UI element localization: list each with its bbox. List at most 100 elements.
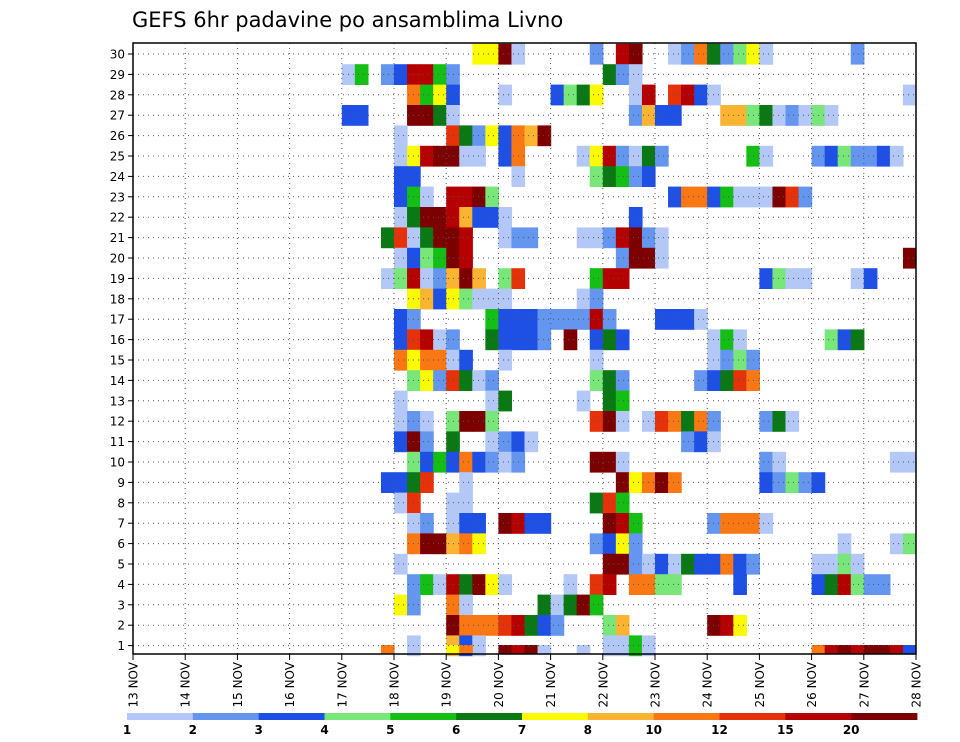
cell-member-30 [720, 43, 734, 65]
cell-member-11 [707, 431, 721, 453]
cell-member-6 [420, 533, 434, 555]
cell-member-26 [459, 125, 473, 147]
cell-member-29 [394, 64, 408, 85]
cell-member-9 [615, 472, 630, 493]
cell-member-29 [628, 64, 643, 85]
cell-member-16 [707, 329, 721, 351]
cell-member-25 [850, 145, 865, 167]
x-axis-ticks: 13 NOV 14 NOV 15 NOV 16 NOV 17 NOV 18 NOV 19 N… [127, 654, 924, 708]
cell-member-30 [498, 43, 513, 65]
cell-member-10 [889, 451, 904, 473]
cell-member-30 [681, 43, 695, 65]
cell-member-14 [433, 370, 447, 391]
cell-member-9 [655, 472, 669, 493]
cell-member-9 [772, 472, 787, 493]
cell-member-25 [655, 145, 669, 167]
cell-member-14 [694, 370, 708, 391]
cell-member-17 [537, 309, 552, 330]
cell-member-6 [472, 533, 486, 555]
cell-member-8 [589, 492, 604, 514]
legend-label: 6 [452, 723, 460, 737]
cell-member-21 [380, 227, 395, 249]
bottom-strip-cell [498, 645, 513, 654]
cell-member-19 [863, 268, 878, 289]
cell-member-16 [394, 329, 408, 351]
cell-member-24 [394, 166, 408, 187]
cell-member-27 [655, 105, 669, 126]
cell-member-19 [759, 268, 774, 289]
cell-member-27 [798, 105, 813, 126]
cell-member-2 [550, 615, 565, 636]
y-tick-label: 2 [117, 619, 125, 633]
legend-label: 1 [123, 723, 131, 737]
cell-member-5 [668, 553, 682, 575]
cell-member-4 [433, 574, 447, 595]
legend-label: 8 [584, 723, 592, 737]
cell-member-28 [420, 84, 434, 106]
cell-member-21 [498, 227, 513, 249]
cell-member-29 [615, 64, 630, 85]
cell-member-4 [655, 574, 669, 595]
cell-member-9 [628, 472, 643, 493]
cell-member-12 [602, 411, 617, 432]
cell-member-30 [668, 43, 682, 65]
cell-member-22 [394, 207, 408, 228]
cell-member-9 [668, 472, 682, 493]
cell-member-1 [628, 635, 643, 657]
cell-member-6 [615, 533, 630, 555]
cell-member-2 [524, 615, 539, 636]
cell-member-25 [615, 145, 630, 167]
cell-member-25 [863, 145, 878, 167]
cell-member-17 [681, 309, 695, 330]
cell-member-15 [420, 349, 434, 371]
x-tick-label: 23 NOV [649, 661, 663, 707]
cell-member-25 [759, 145, 774, 167]
cell-member-20 [433, 247, 447, 269]
cell-member-17 [589, 309, 604, 330]
cell-member-1 [602, 635, 617, 657]
y-tick-label: 16 [110, 333, 125, 347]
cell-member-28 [498, 84, 513, 106]
legend-swatch [192, 713, 260, 720]
legend-label: 10 [645, 723, 662, 737]
cell-member-14 [459, 370, 473, 391]
x-tick-label: 18 NOV [388, 661, 402, 707]
bottom-strip-cell [850, 645, 865, 654]
bottom-strip-cell [889, 645, 904, 654]
cell-member-23 [668, 186, 682, 208]
cell-member-23 [759, 186, 774, 208]
cell-member-12 [420, 411, 434, 432]
legend-label: 5 [386, 723, 394, 737]
cell-member-12 [472, 411, 486, 432]
cell-member-27 [720, 105, 734, 126]
cell-member-12 [759, 411, 774, 432]
cell-member-16 [837, 329, 852, 351]
cell-member-19 [798, 268, 813, 289]
cell-member-22 [420, 207, 434, 228]
cell-member-2 [537, 615, 552, 636]
cell-member-15 [459, 349, 473, 371]
cell-member-21 [433, 227, 447, 249]
cell-member-12 [394, 411, 408, 432]
cell-member-27 [628, 105, 643, 126]
cell-member-19 [433, 268, 447, 289]
y-tick-label: 14 [110, 374, 125, 388]
cell-member-4 [563, 574, 578, 595]
cell-member-27 [733, 105, 747, 126]
cell-member-29 [602, 64, 617, 85]
cell-member-13 [498, 390, 513, 412]
cell-member-26 [498, 125, 513, 147]
x-tick-label: 26 NOV [805, 661, 819, 707]
cell-member-19 [459, 268, 473, 289]
cell-member-7 [498, 513, 513, 534]
cell-member-28 [681, 84, 695, 106]
bottom-strip-cell [380, 645, 395, 654]
legend-label: 7 [518, 723, 526, 737]
cell-member-17 [694, 309, 708, 330]
cell-member-13 [394, 390, 408, 412]
cell-member-4 [824, 574, 839, 595]
cell-member-17 [563, 309, 578, 330]
cell-member-22 [472, 207, 486, 228]
cell-member-24 [589, 166, 604, 187]
